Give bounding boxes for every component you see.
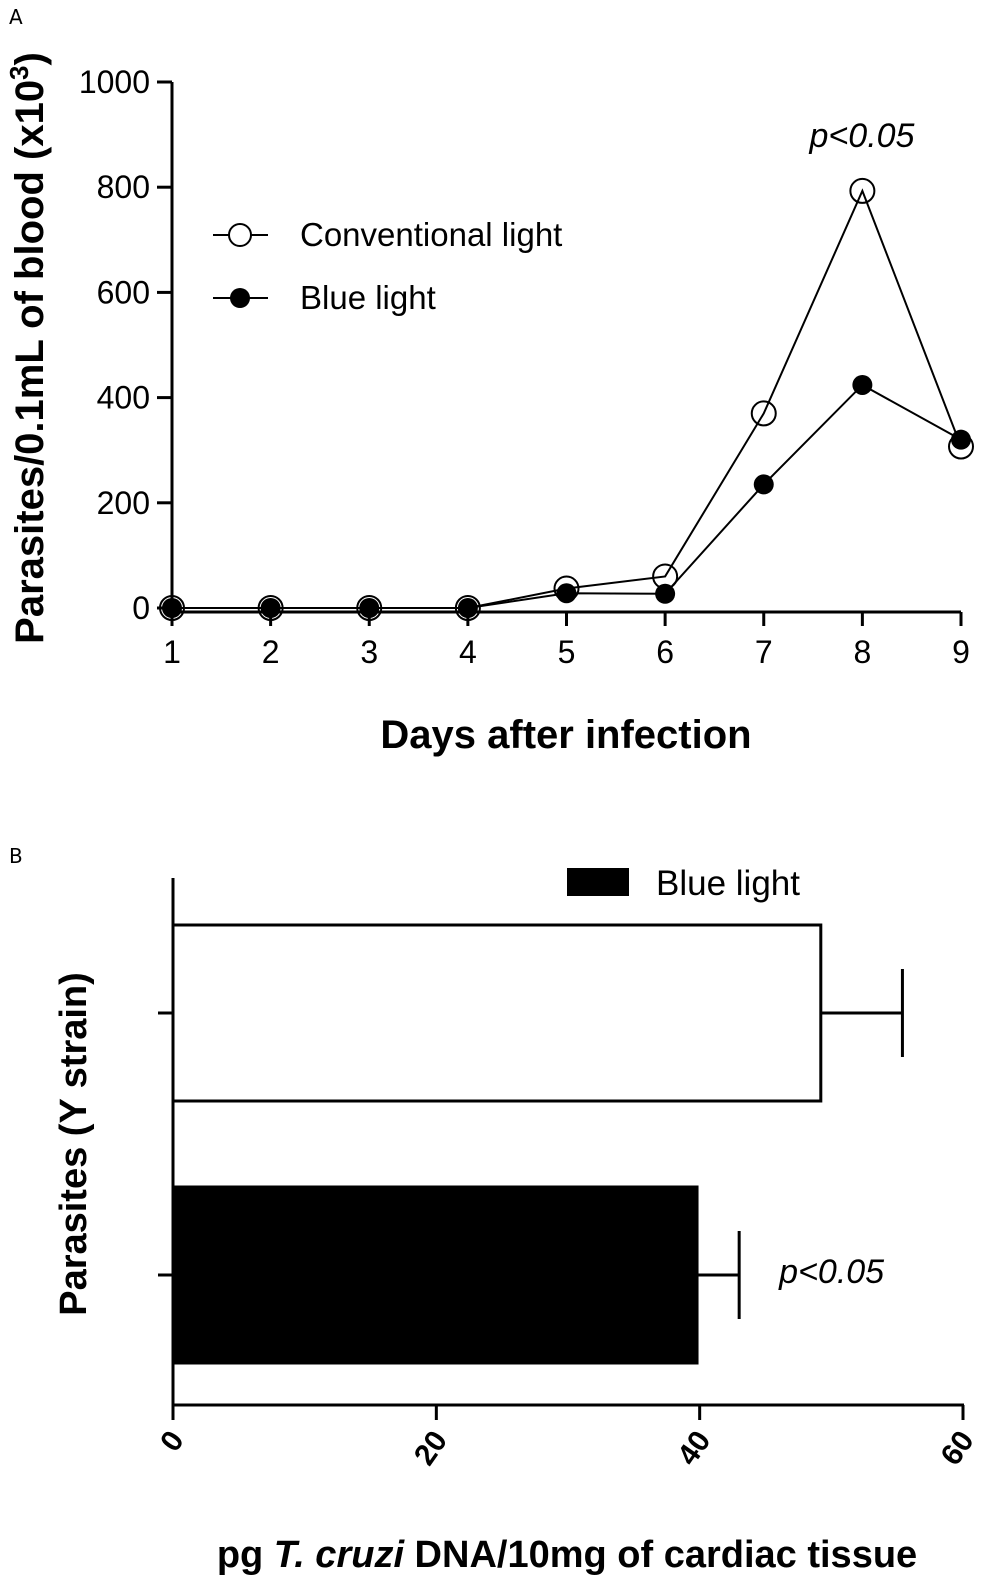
panel-b-x-axis-title: pg T. cruzi DNA/10mg of cardiac tissue (217, 1534, 917, 1576)
panel-b-x-axis: 0 20 40 60 (154, 1403, 981, 1471)
x-tick-label: 9 (952, 634, 970, 670)
panel-a-x-axis: 1 2 3 4 5 6 7 8 9 (163, 610, 970, 670)
data-point-blue-light (260, 598, 281, 618)
x-tick-label: 0 (154, 1425, 191, 1458)
data-point-blue-light (753, 474, 774, 495)
legend-label-blue-light: Blue light (300, 279, 436, 316)
data-point-blue-light (951, 429, 971, 450)
y-tick-label: 400 (97, 380, 150, 416)
data-point-conventional-light (553, 575, 580, 602)
panel-b-label: B (9, 844, 23, 868)
panel-a-y-axis: 0 200 400 600 800 1000 (79, 64, 174, 626)
legend-marker-conventional-light (228, 223, 252, 247)
panel-a-significance-label: p<0.05 (809, 117, 915, 155)
legend-marker-blue-light (230, 288, 250, 308)
legend-item-blue-light: Blue light (213, 279, 436, 316)
data-point-conventional-light (948, 433, 974, 460)
data-point-conventional-light (159, 595, 185, 621)
data-point-blue-light (852, 374, 873, 395)
data-point-blue-light (655, 583, 676, 604)
legend-item-conventional-light: Conventional light (213, 216, 562, 253)
panel-b-y-axis (158, 878, 175, 1406)
panel-b: B Blue light 0 20 40 60 p<0.05 Parasites (Y… (9, 844, 981, 1576)
data-point-conventional-light (356, 595, 383, 621)
x-tick-label: 6 (656, 634, 674, 670)
panel-b-legend: Blue light (567, 864, 800, 903)
x-tick-label: 7 (755, 634, 773, 670)
bar-blue-light (171, 1185, 699, 1365)
x-tick-label: 20 (408, 1425, 454, 1471)
data-point-conventional-light (454, 595, 481, 621)
panel-a-label: A (9, 5, 23, 29)
legend-swatch-blue-light (567, 868, 629, 896)
data-point-blue-light (457, 598, 478, 618)
bar-conventional (171, 923, 823, 1103)
y-tick-label: 600 (97, 274, 150, 310)
data-point-blue-light (162, 598, 182, 618)
series-line-blue-light (172, 383, 962, 609)
panel-a-y-axis-title: Parasites/0.1mL of blood (x103) (4, 52, 52, 644)
panel-a-x-axis-title: Days after infection (380, 713, 751, 757)
x-tick-label: 4 (459, 634, 477, 670)
y-tick-label: 1000 (79, 64, 150, 100)
x-tick-label: 2 (262, 634, 280, 670)
legend-label-blue-light-b: Blue light (656, 864, 800, 903)
x-tick-label: 5 (558, 634, 576, 670)
data-point-conventional-light (849, 177, 876, 204)
data-point-conventional-light (750, 400, 777, 427)
series-line-conventional-light (172, 188, 962, 609)
y-tick-label: 200 (97, 485, 150, 521)
x-tick-label: 40 (671, 1425, 717, 1471)
panel-b-y-axis-title: Parasites (Y strain) (53, 972, 95, 1316)
data-point-conventional-light (652, 563, 679, 590)
x-tick-label: 8 (853, 634, 871, 670)
data-point-blue-light (556, 583, 577, 604)
panel-b-significance-label: p<0.05 (778, 1253, 884, 1291)
x-tick-label: 3 (360, 634, 378, 670)
y-tick-label: 0 (132, 590, 150, 626)
panel-a: A 0 200 400 600 800 1000 1 2 3 4 5 6 7 8 9 Parasites/… (4, 5, 974, 757)
panel-a-legend: Conventional light Blue light (213, 216, 562, 316)
data-point-conventional-light (257, 595, 284, 621)
data-point-blue-light (359, 598, 380, 618)
x-tick-label: 1 (163, 634, 181, 670)
x-tick-label: 60 (935, 1425, 981, 1471)
y-tick-label: 800 (97, 169, 150, 205)
legend-label-conventional-light: Conventional light (300, 216, 562, 253)
